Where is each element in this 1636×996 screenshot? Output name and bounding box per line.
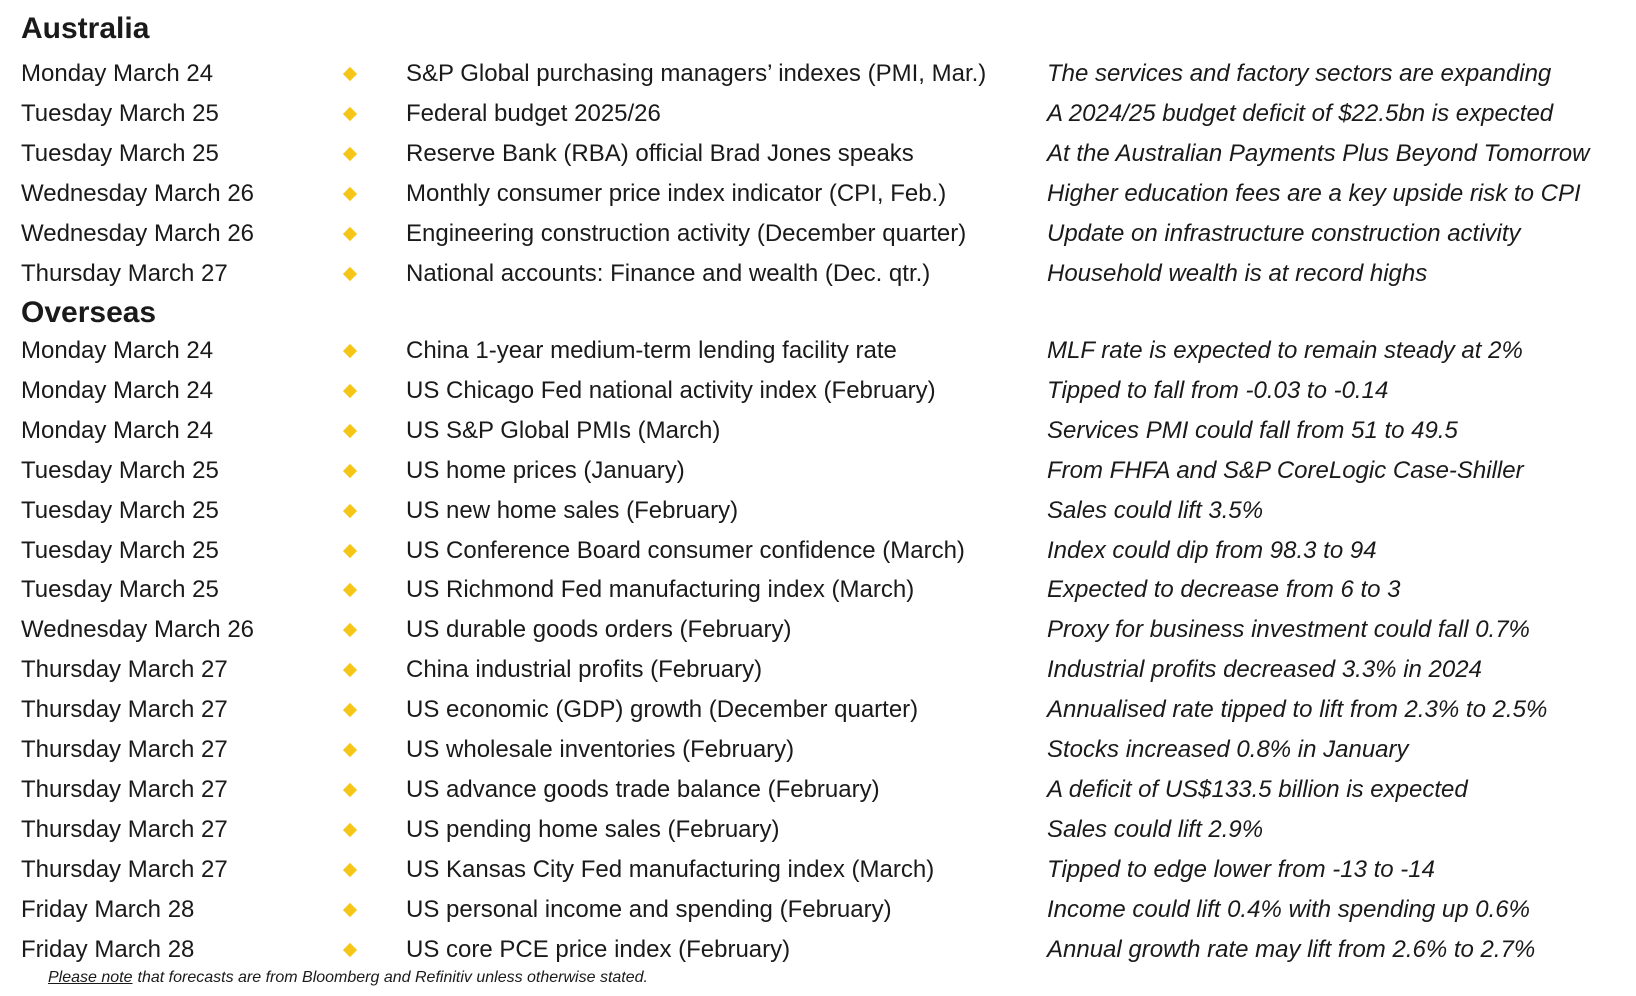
bullet-diamond	[342, 383, 358, 398]
event-name: US durable goods orders (February)	[406, 616, 792, 644]
event-date: Thursday March 27	[21, 656, 228, 684]
event-note: Tipped to edge lower from -13 to -14	[1047, 855, 1435, 883]
event-date: Tuesday March 25	[21, 139, 219, 167]
event-date: Wednesday March 26	[21, 616, 255, 644]
event-note: Sales could lift 2.9%	[1047, 815, 1264, 843]
event-date: Monday March 24	[21, 416, 214, 444]
section-title: Overseas	[21, 296, 157, 329]
bullet-diamond	[342, 822, 358, 837]
event-date: Tuesday March 25	[21, 496, 219, 524]
event-name: Federal budget 2025/26	[406, 99, 661, 127]
event-name: US Kansas City Fed manufacturing index (…	[406, 855, 935, 883]
bullet-diamond	[342, 543, 358, 558]
event-note: Household wealth is at record highs	[1047, 259, 1428, 287]
event-date: Wednesday March 26	[21, 179, 255, 207]
bullet-diamond	[342, 106, 358, 121]
event-date: Tuesday March 25	[21, 99, 219, 127]
event-note: Annual growth rate may lift from 2.6% to…	[1047, 935, 1536, 963]
event-date: Monday March 24	[21, 60, 214, 87]
bullet-diamond	[342, 623, 358, 638]
bullet-diamond	[342, 703, 358, 718]
event-date: Monday March 24	[21, 337, 214, 364]
bullet-diamond	[342, 343, 358, 359]
event-date: Tuesday March 25	[21, 456, 219, 484]
event-name: US Conference Board consumer confidence …	[406, 536, 965, 564]
bullet-diamond	[342, 146, 358, 161]
event-name: US economic (GDP) growth (December quart…	[406, 696, 919, 724]
event-note: Index could dip from 98.3 to 94	[1047, 536, 1377, 564]
event-note: Annualised rate tipped to lift from 2.3%…	[1047, 696, 1548, 724]
bullet-diamond	[342, 742, 358, 758]
event-name: US new home sales (February)	[406, 496, 739, 524]
event-note: Stocks increased 0.8% in January	[1047, 736, 1409, 763]
event-note: Industrial profits decreased 3.3% in 202…	[1047, 656, 1482, 684]
event-note: Higher education fees are a key upside r…	[1047, 179, 1581, 207]
bullet-diamond	[342, 463, 358, 478]
event-name: US pending home sales (February)	[406, 815, 780, 843]
event-note: Expected to decrease from 6 to 3	[1047, 576, 1401, 604]
event-note: A 2024/25 budget deficit of $22.5bn is e…	[1047, 99, 1554, 127]
event-note: MLF rate is expected to remain steady at…	[1047, 337, 1523, 364]
event-date: Wednesday March 26	[21, 219, 255, 247]
event-name: US Chicago Fed national activity index (…	[406, 376, 936, 404]
event-name: National accounts: Finance and wealth (D…	[406, 259, 931, 287]
bullet-diamond	[342, 663, 358, 678]
bullet-diamond	[342, 66, 358, 82]
event-note: Tipped to fall from -0.03 to -0.14	[1047, 376, 1389, 404]
event-note: From FHFA and S&P CoreLogic Case-Shiller	[1047, 456, 1524, 484]
event-date: Thursday March 27	[21, 855, 228, 883]
event-date: Thursday March 27	[21, 259, 228, 287]
bullet-diamond	[342, 782, 358, 797]
event-name: US advance goods trade balance (February…	[406, 775, 880, 803]
event-date: Thursday March 27	[21, 696, 228, 724]
event-date: Friday March 28	[21, 935, 195, 963]
bullet-diamond	[342, 862, 358, 877]
event-name: US wholesale inventories (February)	[406, 736, 795, 763]
bullet-diamond	[342, 266, 358, 281]
section-title: Australia	[21, 12, 150, 45]
event-name: Engineering construction activity (Decem…	[406, 219, 967, 247]
footnote: Please note that forecasts are from Bloom…	[48, 969, 648, 987]
event-note: Income could lift 0.4% with spending up …	[1047, 895, 1530, 923]
event-date: Thursday March 27	[21, 736, 228, 763]
footnote-text: that forecasts are from Bloomberg and Re…	[137, 969, 648, 986]
bullet-diamond	[342, 186, 358, 201]
event-name: US Richmond Fed manufacturing index (Mar…	[406, 576, 915, 604]
bullet-diamond	[342, 226, 358, 241]
event-name: S&P Global purchasing managers’ indexes …	[406, 60, 987, 87]
event-date: Monday March 24	[21, 376, 214, 404]
bullet-diamond	[342, 942, 358, 957]
event-name: US home prices (January)	[406, 456, 685, 484]
event-date: Tuesday March 25	[21, 536, 219, 564]
event-note: Services PMI could fall from 51 to 49.5	[1047, 416, 1458, 444]
event-note: The services and factory sectors are exp…	[1047, 60, 1552, 87]
event-note: Update on infrastructure construction ac…	[1047, 219, 1521, 247]
footnote-emphasis: Please note	[48, 969, 133, 986]
event-note: A deficit of US$133.5 billion is expecte…	[1047, 775, 1468, 803]
event-date: Friday March 28	[21, 895, 195, 923]
event-name: Reserve Bank (RBA) official Brad Jones s…	[406, 139, 914, 167]
event-name: US S&P Global PMIs (March)	[406, 416, 721, 444]
event-date: Thursday March 27	[21, 775, 228, 803]
event-name: China industrial profits (February)	[406, 656, 763, 684]
bullet-diamond	[342, 902, 358, 917]
event-name: China 1-year medium-term lending facilit…	[406, 337, 897, 364]
event-note: Sales could lift 3.5%	[1047, 496, 1264, 524]
event-name: Monthly consumer price index indicator (…	[406, 179, 947, 207]
event-note: At the Australian Payments Plus Beyond T…	[1047, 139, 1590, 167]
event-name: US personal income and spending (Februar…	[406, 895, 892, 923]
bullet-diamond	[342, 583, 358, 598]
event-date: Tuesday March 25	[21, 576, 219, 604]
bullet-diamond	[342, 423, 358, 438]
event-name: US core PCE price index (February)	[406, 935, 791, 963]
event-date: Thursday March 27	[21, 815, 228, 843]
event-note: Proxy for business investment could fall…	[1047, 616, 1530, 644]
bullet-diamond	[342, 503, 358, 518]
